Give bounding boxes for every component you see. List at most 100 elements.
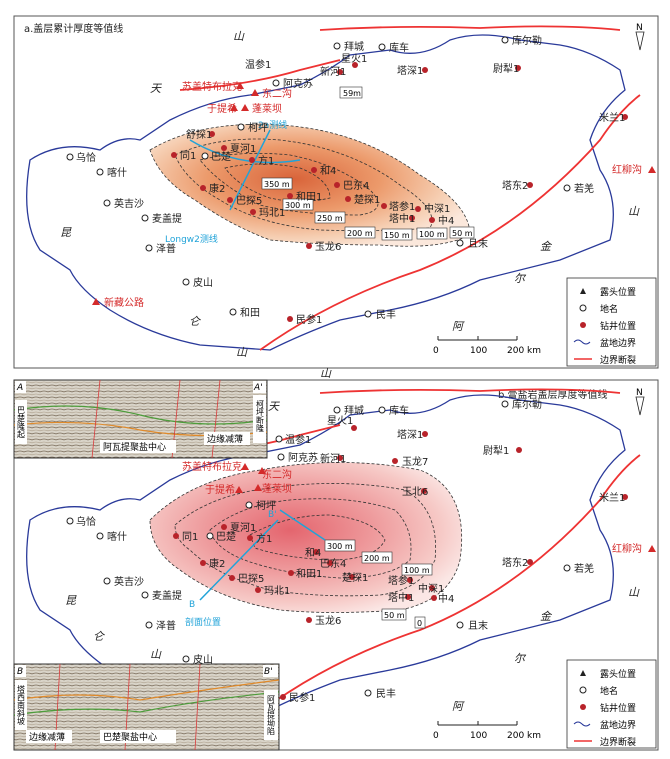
well-label: 玉龙6 (315, 240, 341, 253)
big-label: 山 (628, 586, 640, 599)
contour-a-4 (224, 163, 331, 202)
city-label: 柯坪 (248, 121, 268, 134)
seismic-top-right: A' (253, 383, 263, 393)
legend-label: 露头位置 (600, 668, 636, 680)
well-label: 和4 (320, 165, 336, 177)
well-label: 星火1 (341, 53, 367, 65)
well-label: 巴探5 (238, 572, 264, 585)
line-longw2-a (229, 129, 271, 211)
city-label: 若羌 (574, 562, 594, 575)
contour-b-4 (249, 514, 386, 561)
city-label: 温参1 (245, 58, 271, 71)
profile-b-end: B' (268, 510, 277, 520)
legend-label: 盆地边界 (600, 337, 636, 349)
big-label: 尔 (514, 272, 527, 285)
seismic-bottom-mid: 巴楚聚盐中心 (103, 731, 157, 743)
well-label: 塔参1 (388, 574, 414, 587)
line-label-2a: 2a测线 (258, 119, 287, 131)
big-label: 山 (236, 346, 248, 359)
big-label: 尔 (514, 652, 527, 665)
city-label: 且末 (468, 619, 488, 632)
city-label: 拜城 (344, 41, 364, 53)
well-label: 和田1 (296, 191, 322, 203)
big-label: 天 (150, 82, 162, 95)
city-label: 泽普 (156, 619, 176, 632)
legend-label: 边界断裂 (600, 354, 636, 366)
city-label: 民丰 (376, 308, 396, 321)
city-label: 皮山 (193, 653, 213, 666)
seismic-bottom-left: B (17, 667, 23, 677)
well-label: 楚探1 (354, 193, 380, 206)
well-label: 舒探1 (186, 128, 212, 141)
legend-label: 地名 (600, 303, 618, 315)
outcrop-label: 苏盖特布拉克 (182, 80, 242, 93)
well-label: 民参1 (289, 691, 315, 704)
well-label: 米兰1 (599, 491, 625, 504)
seismic-top-mid: 阿瓦提聚盐中心 (103, 441, 166, 453)
well-label: 楚探1 (342, 571, 368, 584)
well-label: 康2 (209, 182, 225, 195)
well-label: 塔中1 (388, 591, 414, 604)
legend-label: 边界断裂 (600, 736, 636, 748)
well-label: 方1 (256, 532, 272, 545)
city-label: 阿克苏 (288, 451, 318, 464)
profile-line-b (199, 519, 279, 601)
big-label: 昆 (65, 594, 77, 607)
city-label: 温参1 (285, 433, 311, 446)
profile-line-b2 (279, 509, 326, 541)
scale-tick: 200 km (507, 731, 541, 741)
contour-labels-a: 59m 350 m 300 m 250 m 200 m 150 m 100 m … (261, 86, 475, 241)
city-label: 柯坪 (256, 499, 276, 512)
contour-label: 250 m (317, 214, 343, 223)
contour-label: 59m (343, 89, 361, 98)
cities-b: 乌恰 喀什 英吉沙 麦盖提 泽普 皮山 民丰 且末 若羌 拜城 库车 库尔勒 温… (66, 398, 594, 700)
legend-label: 地名 (600, 685, 618, 697)
well-label: 同1 (180, 150, 196, 162)
contour-a-2 (174, 138, 433, 232)
seismic-top-left: A (16, 383, 23, 393)
wells-b: 同1 夏河1 方1 和4 巴东4 楚探1 和田1 康2 巴探5 玛北1 玉龙6 … (173, 415, 628, 704)
contour-a-3 (199, 152, 379, 216)
city-label: 英吉沙 (114, 197, 144, 210)
seismic-bottom-side: 塔西南斜坡 (17, 684, 26, 726)
well-label: 巴东4 (320, 557, 346, 570)
scale-tick: 100 (470, 731, 487, 741)
well-label: 塔参1 (389, 200, 415, 213)
profile-label: 剖面位置 (185, 616, 221, 628)
well-label: 塔深1 (397, 64, 423, 77)
well-label: 民参1 (296, 313, 322, 326)
outcrop-label: 东二沟 (262, 468, 292, 481)
legend-b: 露头位置 地名 钻井位置 盆地边界 边界断裂 (566, 659, 657, 749)
outcrop-label: 蓬莱坝 (252, 103, 282, 115)
city-label: 乌恰 (76, 515, 96, 528)
big-label: 山 (320, 367, 332, 380)
well-label: 玉北6 (402, 486, 428, 498)
big-label: 山 (233, 30, 245, 43)
outcrops-a: 苏盖特布拉克 东二沟 于提希 蓬莱坝 红柳沟 新藏公路 (92, 80, 656, 309)
city-label: 民丰 (376, 687, 396, 700)
contour-label: 0 (417, 619, 422, 628)
city-label: 巴楚 (211, 150, 231, 163)
city-label: 若羌 (574, 182, 594, 195)
wells-a: 舒探1 同1 夏河1 方1 和4 巴东4 楚探1 和田1 康2 巴探5 玛北1 … (171, 53, 628, 326)
city-label: 拜城 (344, 405, 364, 417)
seismic-top-right2: 边缘减薄 (207, 433, 243, 445)
city-label: 库尔勒 (512, 398, 542, 411)
outcrop-label: 蓬莱坝 (262, 483, 292, 495)
contour-label: 200 m (364, 554, 390, 563)
city-label: 喀什 (107, 166, 127, 179)
legend-label: 钻井位置 (600, 702, 636, 714)
big-label: 阿 (452, 700, 465, 713)
contour-label: 100 m (419, 230, 445, 239)
seismic-bottom-right: B' (264, 667, 273, 677)
well-label: 玛北1 (259, 207, 285, 219)
well-label: 尉犁1 (483, 444, 509, 457)
north-label: N (636, 23, 643, 33)
well-label: 新河1 (320, 65, 346, 78)
big-label: 天 (268, 400, 280, 413)
outcrops-b: 苏盖特布拉克 东二沟 于提希 蓬莱坝 红柳沟 (182, 460, 656, 555)
scale-tick: 0 (433, 346, 439, 356)
panel-b-title: b.膏盐岩盖层厚度等值线 (498, 388, 608, 401)
well-label: 星火1 (327, 415, 353, 427)
